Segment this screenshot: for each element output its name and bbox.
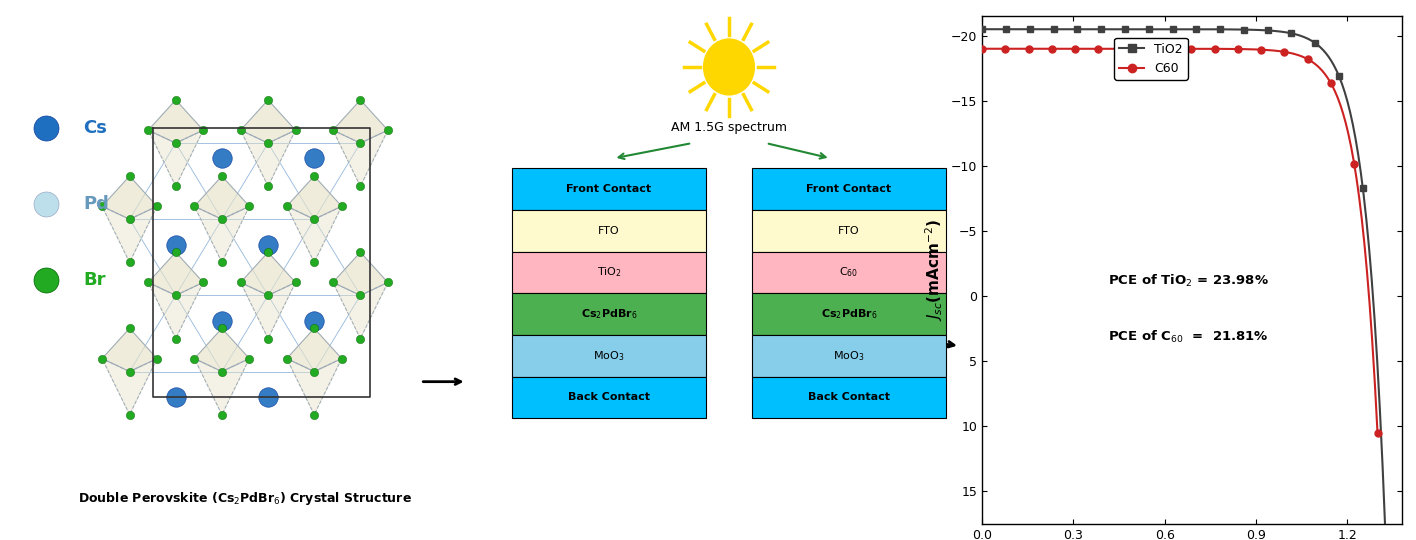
Polygon shape xyxy=(149,100,204,143)
Text: FTO: FTO xyxy=(598,226,620,236)
Text: AM 1.5G spectrum: AM 1.5G spectrum xyxy=(671,122,787,134)
FancyBboxPatch shape xyxy=(752,210,946,252)
Polygon shape xyxy=(194,176,249,219)
Legend: TiO2, C60: TiO2, C60 xyxy=(1114,38,1188,80)
Y-axis label: $J_{sc}$(mAcm$^{-2}$): $J_{sc}$(mAcm$^{-2}$) xyxy=(923,219,946,321)
Text: Back Contact: Back Contact xyxy=(568,393,650,402)
Polygon shape xyxy=(241,130,296,186)
Polygon shape xyxy=(194,206,249,262)
Polygon shape xyxy=(102,176,157,219)
Text: Cs: Cs xyxy=(84,119,108,137)
Polygon shape xyxy=(287,176,341,219)
FancyBboxPatch shape xyxy=(513,168,707,210)
Text: Double Perovskite (Cs$_2$PdBr$_6$) Crystal Structure: Double Perovskite (Cs$_2$PdBr$_6$) Cryst… xyxy=(78,490,412,507)
Text: FTO: FTO xyxy=(838,226,860,236)
Text: Front Contact: Front Contact xyxy=(807,184,892,194)
Polygon shape xyxy=(241,100,296,143)
FancyBboxPatch shape xyxy=(513,335,707,376)
Text: Cs$_2$PdBr$_6$: Cs$_2$PdBr$_6$ xyxy=(821,307,878,321)
Text: TiO$_2$: TiO$_2$ xyxy=(596,266,622,279)
Polygon shape xyxy=(287,206,341,262)
Text: PCE of C$_{60}$  =  21.81%: PCE of C$_{60}$ = 21.81% xyxy=(1109,329,1269,345)
Text: C$_{60}$: C$_{60}$ xyxy=(840,266,858,279)
Text: MoO$_3$: MoO$_3$ xyxy=(833,349,865,363)
FancyBboxPatch shape xyxy=(513,376,707,418)
FancyBboxPatch shape xyxy=(752,293,946,335)
Polygon shape xyxy=(241,252,296,295)
Polygon shape xyxy=(333,130,388,186)
Text: Front Contact: Front Contact xyxy=(566,184,651,194)
Text: PCE of TiO$_2$ = 23.98%: PCE of TiO$_2$ = 23.98% xyxy=(1109,273,1269,289)
FancyBboxPatch shape xyxy=(752,335,946,376)
Polygon shape xyxy=(149,130,204,186)
Circle shape xyxy=(704,39,755,95)
Polygon shape xyxy=(241,282,296,339)
FancyBboxPatch shape xyxy=(513,293,707,335)
Polygon shape xyxy=(194,328,249,372)
FancyBboxPatch shape xyxy=(752,168,946,210)
Text: MoO$_3$: MoO$_3$ xyxy=(593,349,624,363)
FancyBboxPatch shape xyxy=(513,210,707,252)
Text: Back Contact: Back Contact xyxy=(809,393,891,402)
Text: Cs$_2$PdBr$_6$: Cs$_2$PdBr$_6$ xyxy=(581,307,637,321)
Polygon shape xyxy=(149,282,204,339)
Polygon shape xyxy=(194,359,249,415)
Polygon shape xyxy=(287,359,341,415)
Polygon shape xyxy=(333,100,388,143)
Polygon shape xyxy=(102,328,157,372)
Polygon shape xyxy=(333,252,388,295)
FancyBboxPatch shape xyxy=(752,252,946,293)
Polygon shape xyxy=(333,282,388,339)
FancyBboxPatch shape xyxy=(513,252,707,293)
Polygon shape xyxy=(102,206,157,262)
FancyBboxPatch shape xyxy=(752,376,946,418)
Text: Pd: Pd xyxy=(84,195,109,213)
Text: Br: Br xyxy=(84,271,106,289)
Polygon shape xyxy=(287,328,341,372)
Polygon shape xyxy=(149,252,204,295)
Polygon shape xyxy=(102,359,157,415)
